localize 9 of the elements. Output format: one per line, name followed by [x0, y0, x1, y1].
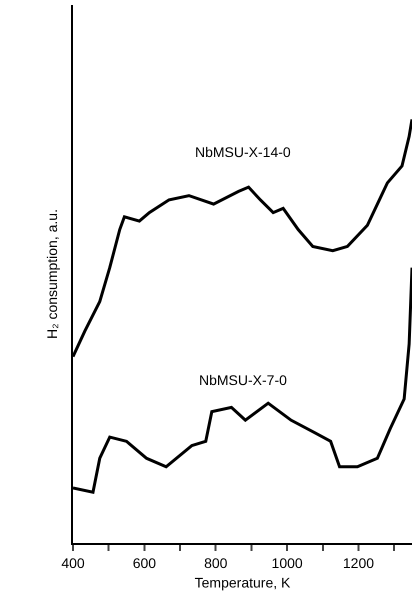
- x-tick-label: 1000: [272, 554, 303, 571]
- series-label: NbMSU-X-7-0: [199, 372, 288, 388]
- x-tick-label: 800: [204, 554, 228, 571]
- x-axis-title: Temperature, K: [194, 574, 292, 591]
- text: NbMSU-X-14-0: [195, 144, 291, 160]
- y-axis-title: H₂ consumption, a.u.: [44, 209, 60, 339]
- x-tick-label: 400: [61, 554, 85, 571]
- x-tick-label: 600: [132, 554, 156, 571]
- x-tick-label: 1200: [342, 554, 374, 571]
